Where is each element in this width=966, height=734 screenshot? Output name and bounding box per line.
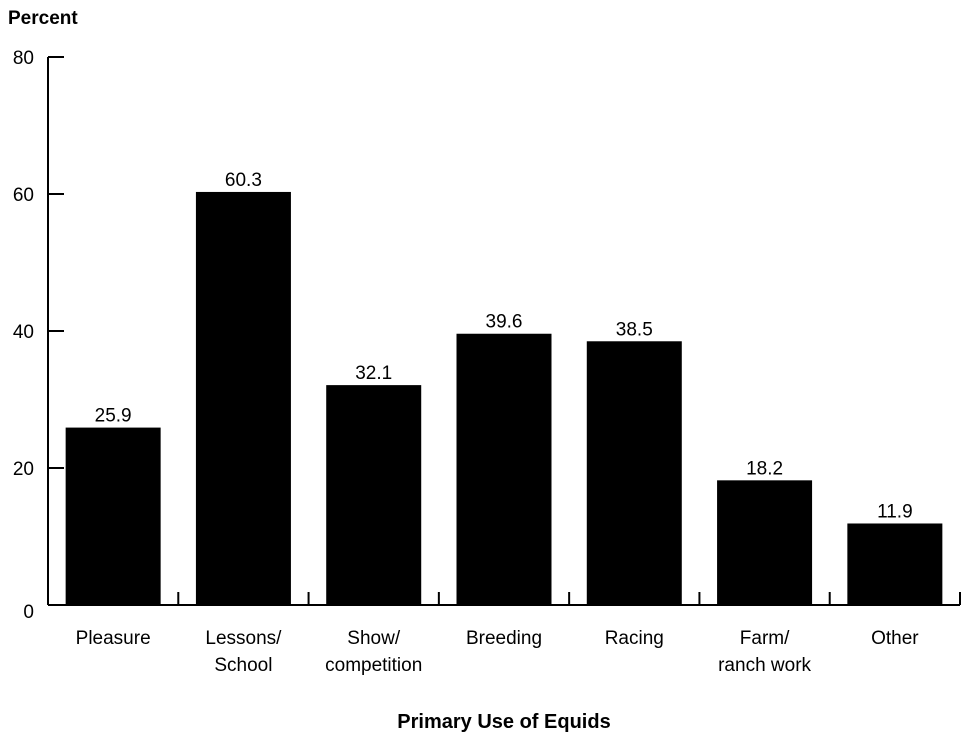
bar-value-label: 38.5: [616, 319, 653, 340]
y-tick-label: 20: [13, 459, 34, 480]
bar: [195, 191, 291, 605]
x-axis-title: Primary Use of Equids: [397, 711, 610, 733]
bar-value-label: 18.2: [746, 458, 783, 479]
bar-value-label: 11.9: [877, 501, 913, 522]
category-label: Racing: [605, 628, 664, 649]
y-tick-label: 60: [13, 185, 34, 206]
bar-value-label: 39.6: [486, 312, 523, 333]
category-label: School: [214, 655, 272, 676]
category-labels: Pleasure Lessons/School Show/competition Br…: [76, 628, 920, 676]
category-label: Pleasure: [76, 628, 151, 649]
bar: [586, 341, 682, 605]
bars-group: [65, 191, 943, 605]
bar-value-labels: 25.9 60.3 32.1 39.6 38.5 18.2 11.9: [95, 170, 913, 523]
bar-value-label: 60.3: [225, 170, 262, 191]
y-tick-label: 40: [13, 322, 34, 343]
bar: [717, 480, 813, 605]
category-label: Other: [871, 628, 919, 649]
bar: [847, 523, 943, 605]
category-label: ranch work: [718, 655, 811, 676]
category-label: Lessons/: [205, 628, 282, 649]
y-axis-ticks: 0 20 40 60 80: [13, 48, 64, 623]
category-label: competition: [325, 655, 422, 676]
category-label: Show/: [347, 628, 401, 649]
x-axis-ticks: [177, 592, 961, 605]
category-label: Farm/: [740, 628, 790, 649]
bar: [456, 333, 552, 605]
y-tick-label: 80: [13, 48, 34, 69]
bar-value-label: 32.1: [355, 363, 392, 384]
category-label: Breeding: [466, 628, 542, 649]
y-axis-title: Percent: [8, 8, 78, 29]
bar: [326, 385, 422, 605]
bar-value-label: 25.9: [95, 406, 132, 427]
y-tick-label: 0: [23, 602, 34, 623]
bar: [65, 427, 161, 605]
